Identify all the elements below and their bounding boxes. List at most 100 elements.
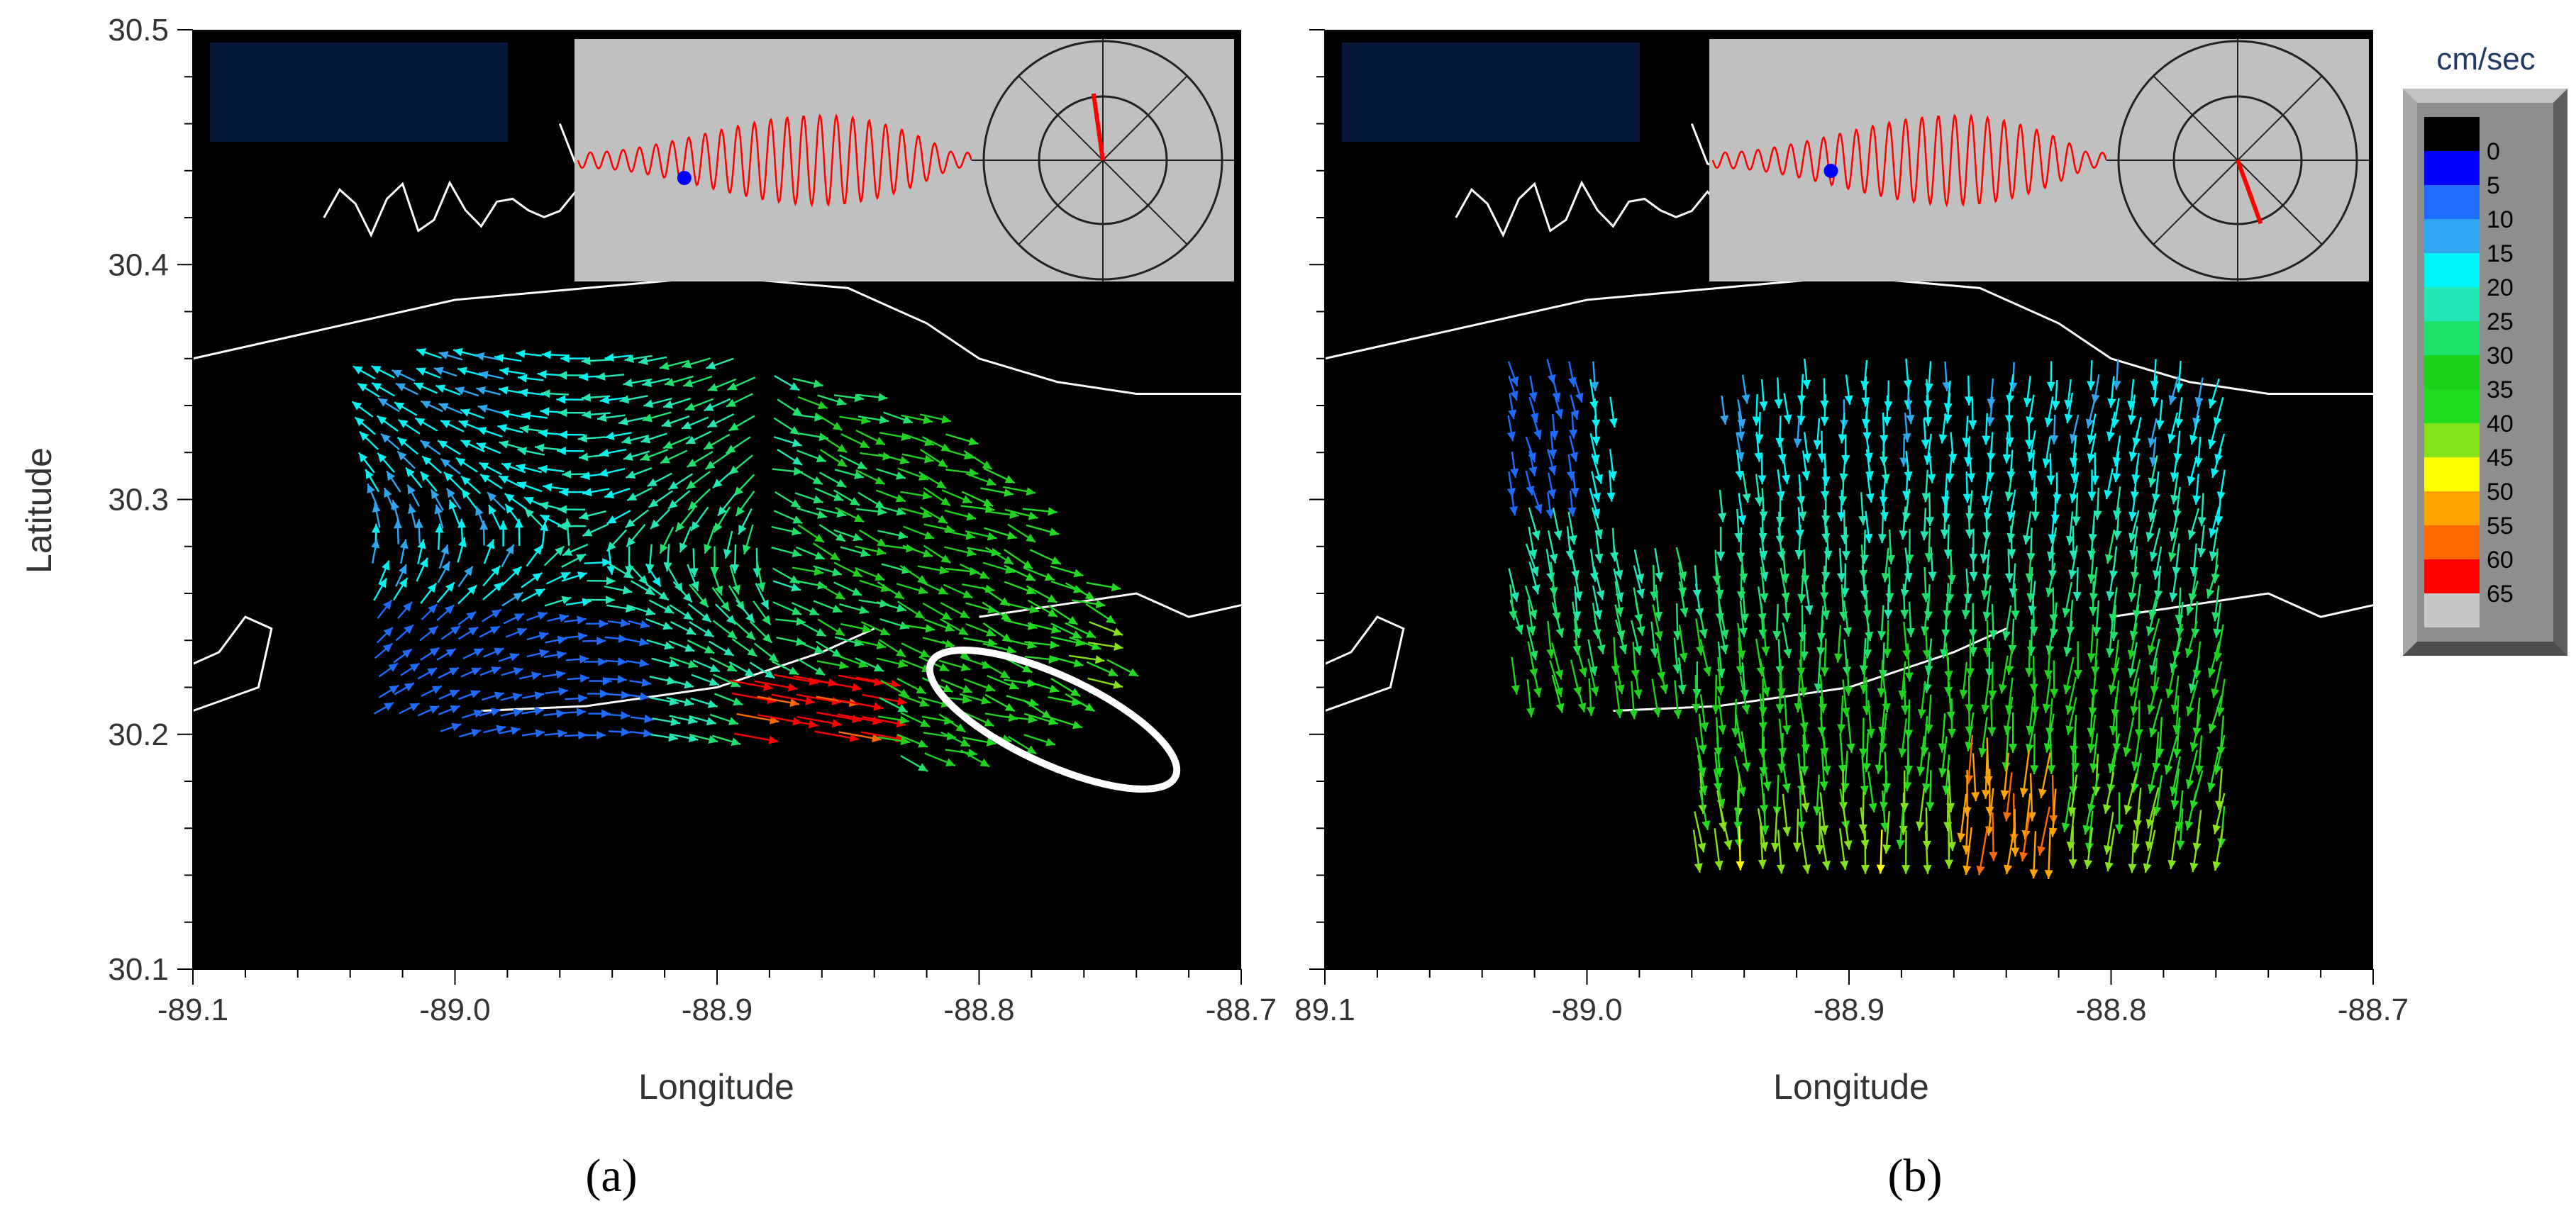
axes-a: -89.1 -89.0 -88.9 -88.8 -88.7 30.5 30.4 30.3 30.… [108, 13, 1277, 1027]
vector-head [1836, 573, 1846, 583]
vector-head [1549, 553, 1558, 564]
vector-head [1881, 573, 1890, 583]
vector-head [582, 410, 592, 419]
vector-head [625, 518, 635, 528]
colorbar-swatch [2424, 321, 2480, 355]
vector-head [626, 537, 636, 547]
vector-head [1882, 416, 1892, 426]
vector-head [1715, 589, 1724, 599]
vector-head [560, 572, 571, 581]
vector-head [2189, 742, 2199, 752]
vector-head [916, 686, 926, 694]
vector-head [618, 634, 628, 643]
colorbar-level-label: 10 [2487, 206, 2514, 233]
vector-head [1650, 648, 1659, 658]
vector-head [493, 582, 504, 592]
vector-head [414, 519, 424, 528]
vector-head [2194, 765, 2204, 775]
vector-head [1957, 832, 1966, 842]
vector-head [562, 547, 573, 556]
vector-head [396, 383, 406, 391]
vector-head [1001, 612, 1011, 621]
vector-head [2063, 684, 2072, 695]
vector-head [577, 571, 587, 580]
colorbar-swatch [2424, 423, 2480, 457]
vector-head [448, 499, 457, 510]
vector-head [382, 643, 393, 653]
vector-head [1050, 556, 1061, 564]
vector-head [816, 454, 826, 463]
vector-head [1942, 381, 1951, 391]
vector-head [723, 647, 734, 656]
vector-head [1654, 611, 1663, 621]
vector-head [1677, 684, 1687, 694]
vector-head [489, 626, 500, 635]
vector-head [1946, 711, 1955, 721]
vector-head [1833, 653, 1843, 663]
colorbar-swatch [2424, 253, 2480, 287]
vector-head [2170, 494, 2180, 505]
vector-head [438, 403, 449, 411]
vector-head [896, 603, 906, 613]
vector-head [2211, 688, 2220, 698]
vector-head [1723, 839, 1733, 850]
vector-head [877, 507, 887, 516]
vector-head [2065, 705, 2074, 715]
vector-head [1698, 744, 1707, 754]
vector-head [2048, 827, 2058, 837]
vector-head [1877, 534, 1887, 544]
vector-head [987, 532, 997, 541]
vector-head [388, 663, 398, 672]
vector-head [1529, 650, 1538, 661]
vector-head [2112, 473, 2121, 483]
vector-head [941, 611, 952, 620]
vector-head [1672, 631, 1682, 640]
vector-head [1843, 840, 1853, 850]
vector-head [494, 691, 504, 700]
vector-head [598, 468, 609, 477]
vector-head [2046, 475, 2055, 485]
vector-head [1880, 822, 1889, 832]
vector-head [852, 569, 862, 577]
vector-head [965, 531, 976, 540]
vector-head [731, 564, 740, 574]
x-tick-label: -89.1 [157, 993, 228, 1027]
vector-head [511, 566, 522, 576]
vector-head [499, 520, 508, 530]
vector-head [1546, 649, 1555, 659]
vector-head [2038, 788, 2048, 798]
vector-head [2189, 435, 2198, 445]
vector-head [1998, 683, 2007, 694]
vector-head [2087, 574, 2097, 583]
vector-head [1509, 390, 1519, 401]
vector-head [641, 678, 651, 687]
vector-head [1792, 842, 1802, 852]
vector-head [1921, 593, 1931, 603]
vector-head [352, 366, 363, 375]
vector-head [2207, 782, 2216, 792]
vector-head [538, 501, 549, 510]
vector-head [792, 549, 802, 558]
vector-head [479, 370, 489, 379]
vector-head [1051, 625, 1061, 634]
vector-head [2154, 590, 2163, 600]
vector-head [1879, 669, 1888, 679]
vector-head [2109, 725, 2119, 735]
colorbar-level-label: 50 [2487, 479, 2514, 505]
vector-head [1981, 590, 1990, 600]
vector-head [1782, 474, 1791, 484]
vector-head [2128, 686, 2138, 696]
vector-head [513, 708, 523, 717]
colorbar-swatch [2424, 117, 2480, 151]
vector-head [1942, 786, 1951, 795]
vector-head [709, 664, 720, 673]
vector-head [2087, 381, 2096, 391]
vector-head [1798, 511, 1807, 521]
vector-head [518, 388, 528, 397]
vector-head [1987, 727, 1997, 737]
vector-head [2128, 864, 2137, 873]
vector-head [1898, 748, 1907, 758]
vector-head [1754, 496, 1763, 506]
vector-head [1070, 688, 1081, 697]
vector-head [2209, 551, 2218, 561]
